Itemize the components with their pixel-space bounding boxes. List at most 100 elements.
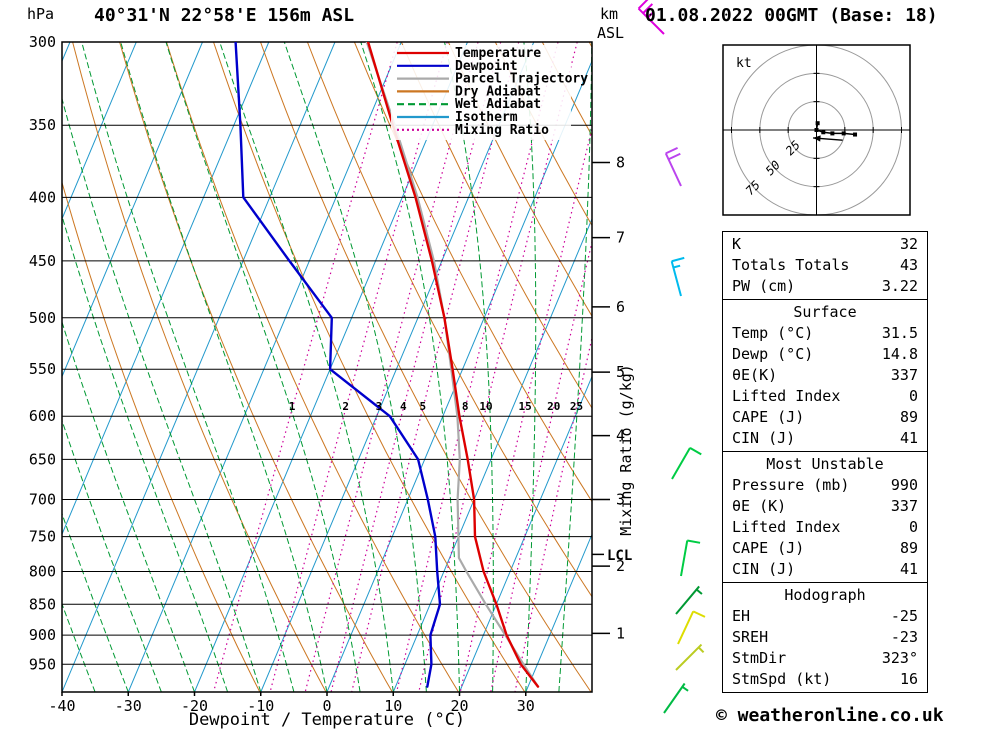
table-row-label: CAPE (J) [732,539,805,557]
table-row-label: K [732,235,742,253]
wind-barbs [637,0,706,714]
table-row-label: SREH [732,628,769,646]
table-row-label: Lifted Index [732,387,841,405]
svg-text:-20: -20 [181,697,208,715]
table-row: CAPE (J) 89 [723,407,927,428]
table-row-value: 337 [890,366,918,384]
wind-barb [663,682,689,714]
svg-text:Dry Adiabat: Dry Adiabat [455,84,541,99]
svg-text:4: 4 [616,427,625,445]
svg-text:4: 4 [400,400,407,413]
table-section-header: Hodograph [784,586,866,604]
table-row-value: 14.8 [881,345,918,363]
table-row: θE(K) 337 [723,365,927,386]
wind-barb [670,256,685,297]
station-title: 40°31'N 22°58'E 156m ASL [94,5,354,26]
svg-text:7: 7 [616,229,625,247]
svg-text:75: 75 [743,178,763,198]
table-row-label: θE (K) [732,497,787,515]
table-row: Dewp (°C) 14.8 [723,344,927,365]
table-row-value: 337 [890,497,918,515]
dewpoint-curve [234,42,442,688]
km-unit-label: km [600,5,618,23]
table-row-value: -25 [890,607,918,625]
svg-text:2: 2 [342,400,349,413]
svg-text:0: 0 [322,697,331,715]
svg-text:10: 10 [479,400,492,413]
km-axis: 1 2 3 4 5 6 7 8 [592,153,625,642]
table-row-label: Dewp (°C) [732,345,814,363]
table-row: θE (K) 337 [723,496,927,517]
table-row-label: θE(K) [732,366,778,384]
table-row: Lifted Index 0 [723,386,927,407]
table-row: Pressure (mb) 990 [723,475,927,496]
table-row-value: 323° [881,649,918,667]
svg-text:8: 8 [462,400,469,413]
svg-text:8: 8 [616,153,625,171]
table-row-value: 3.22 [881,277,918,295]
svg-text:Temperature: Temperature [455,46,541,61]
temperature-curve [366,42,540,688]
svg-text:800: 800 [29,563,56,581]
table-section-header: Surface [793,303,857,321]
svg-text:10: 10 [384,697,402,715]
svg-text:25: 25 [783,138,803,158]
svg-text:15: 15 [519,400,532,413]
table-row-value: 43 [899,256,918,274]
svg-text:Isotherm: Isotherm [455,110,518,125]
svg-text:Dewpoint: Dewpoint [455,59,518,74]
svg-text:2: 2 [616,557,625,575]
svg-text:Wet Adiabat: Wet Adiabat [455,97,541,112]
table-row: K 32 [723,234,927,255]
mixing-ratio-labels: 1 2 3 4 5 8 10 15 20 25 [289,400,583,413]
copyright: © weatheronline.co.uk [716,705,944,726]
table-row-label: EH [732,607,751,625]
run-title: 01.08.2022 00GMT (Base: 18) [645,5,938,26]
table-row-label: StmSpd (kt) [732,670,832,688]
table-section: Surface Temp (°C) 31.5 Dewp (°C) 14.8 θE(K) 33… [722,299,928,452]
svg-text:5: 5 [419,400,426,413]
table-row: EH -25 [723,606,927,627]
svg-text:750: 750 [29,528,56,546]
svg-text:25: 25 [570,400,583,413]
wind-barb [675,585,703,615]
svg-text:1: 1 [616,624,625,642]
svg-text:3: 3 [616,490,625,508]
table-row: Totals Totals 43 [723,255,927,276]
table-row-value: 31.5 [881,324,918,342]
table-row-value: 89 [899,539,918,557]
svg-text:-40: -40 [48,697,75,715]
svg-text:500: 500 [29,309,56,327]
svg-text:-30: -30 [115,697,142,715]
svg-text:20: 20 [450,697,468,715]
svg-text:950: 950 [29,655,56,673]
table-row: CIN (J) 41 [723,559,927,580]
indices-table: K 32 Totals Totals 43 PW (cm) 3.22 Surface Temp… [722,231,928,693]
table-row: CIN (J) 41 [723,428,927,449]
svg-text:5: 5 [616,363,625,381]
svg-text:6: 6 [616,298,625,316]
svg-text:Mixing Ratio: Mixing Ratio [455,123,549,138]
svg-text:550: 550 [29,360,56,378]
table-section: Most Unstable Pressure (mb) 990 θE (K) 337 Li… [722,451,928,583]
svg-text:-10: -10 [247,697,274,715]
wind-barb [677,610,706,645]
table-row-label: StmDir [732,649,787,667]
svg-text:700: 700 [29,490,56,508]
wind-barb [680,539,701,577]
table-row-value: 41 [899,429,918,447]
asl-unit-label: ASL [597,24,624,42]
table-row-value: -23 [890,628,918,646]
wind-barb [671,446,702,480]
table-row: SREH -23 [723,627,927,648]
wind-barb [675,643,705,671]
lcl-label: LCL [607,548,632,564]
parcel-curve [365,42,540,688]
svg-text:450: 450 [29,252,56,270]
table-section-header: Most Unstable [766,455,884,473]
table-row-value: 0 [908,387,918,405]
svg-text:20: 20 [547,400,560,413]
